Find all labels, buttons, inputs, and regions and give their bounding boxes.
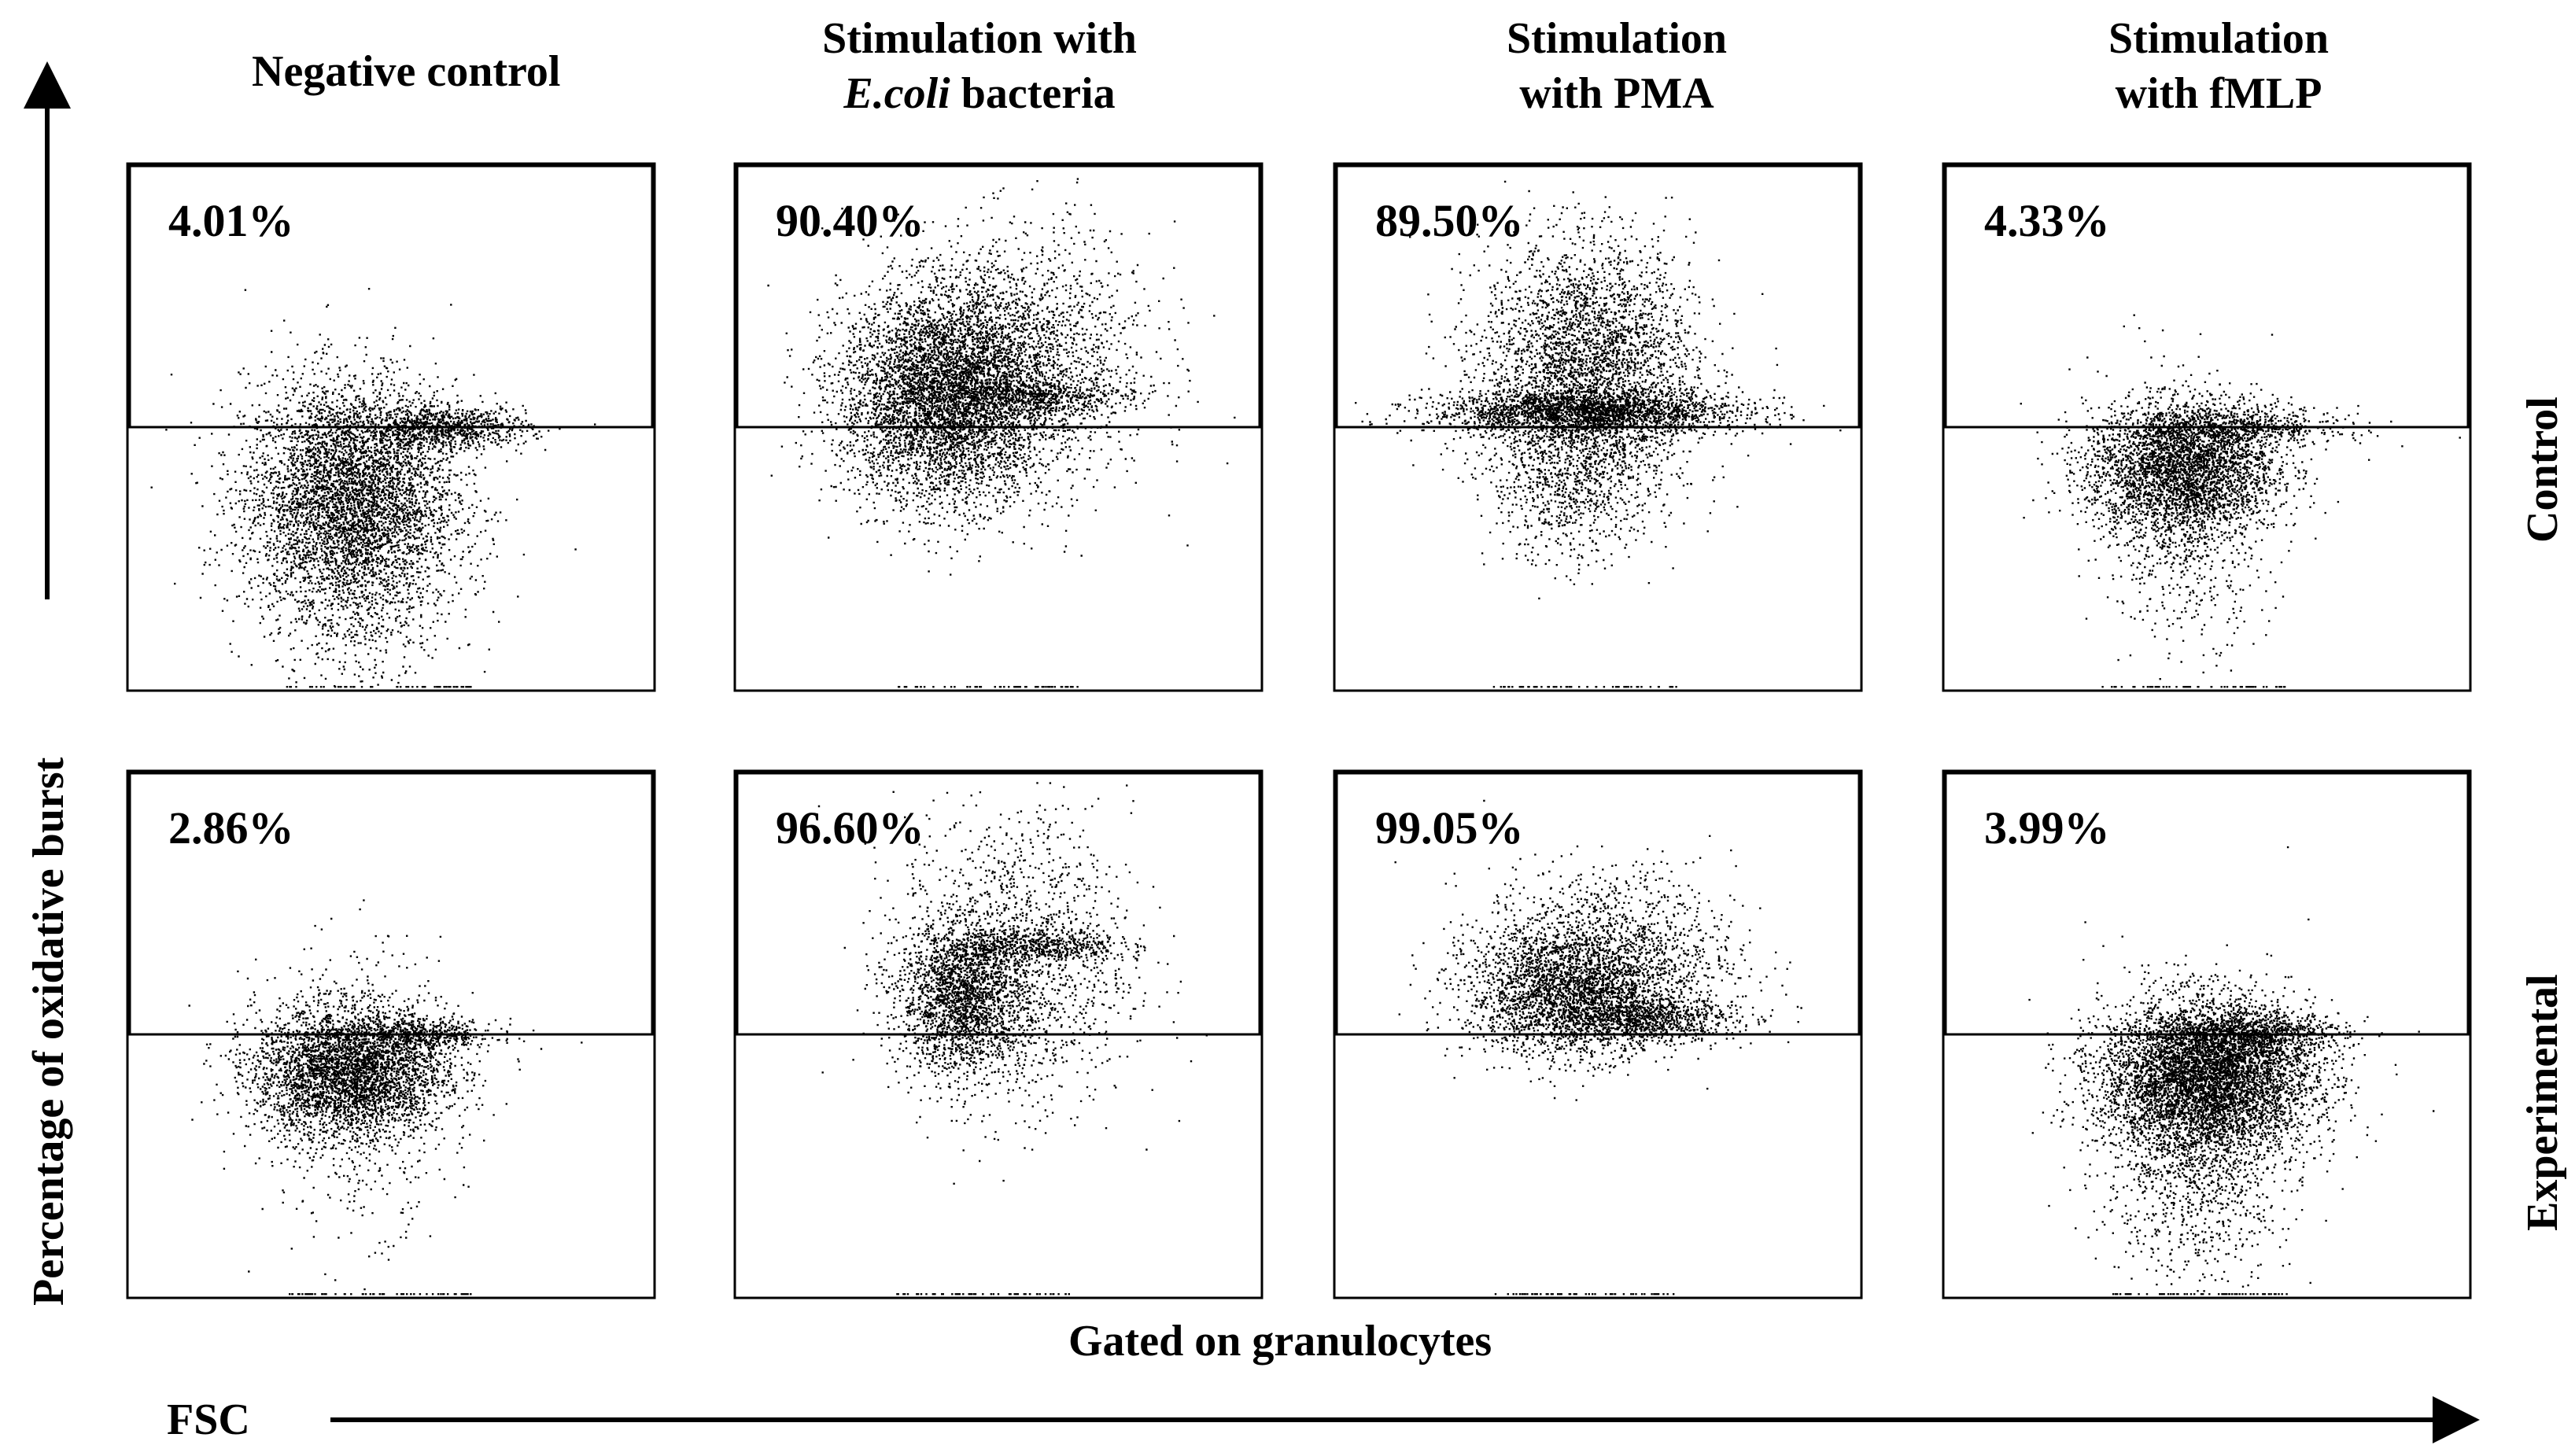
panel-experimental-3: 99.05% [1333,769,1863,1299]
column-title-line: Negative control [252,47,561,96]
column-title-line: Stimulation with [822,14,1137,63]
gate-percentage: 99.05% [1375,802,1524,853]
column-title-line: Stimulation [1506,14,1728,63]
panel-control-3: 89.50% [1333,162,1863,692]
column-title-ecoli: Stimulation with E.coli bacteria [724,11,1235,121]
event-dots [188,899,583,1296]
gate-percentage: 4.33% [1984,195,2110,246]
panel-control-1: 4.01% [126,162,656,692]
panel-experimental-1: 2.86% [126,769,656,1299]
gate-percentage: 2.86% [168,802,294,853]
gate-percentage: 4.01% [168,195,294,246]
gate-percentage: 90.40% [776,195,924,246]
panel-control-2: 90.40% [733,162,1264,692]
column-title-line-2: E.coli bacteria [724,66,1235,121]
gate-percentage: 96.60% [776,802,924,853]
column-title-fmlp: Stimulation with fMLP [1994,11,2443,121]
column-title-line: Stimulation [2108,14,2330,63]
event-dots [767,178,1236,688]
column-title-negative-control: Negative control [252,44,560,99]
column-title-line-2: with fMLP [2115,69,2322,118]
ecoli-italic: E.coli [843,69,950,118]
panel-experimental-2: 96.60% [733,769,1264,1299]
event-dots [150,288,597,688]
panel-experimental-4: 3.99% [1942,769,2472,1299]
gate-percentage: 89.50% [1375,195,1524,246]
panel-control-4: 4.33% [1942,162,2472,692]
gate-box [1335,772,1861,1036]
gate-box [128,772,654,1036]
column-title-pma: Stimulation with PMA [1393,11,1841,121]
column-title-line-2: with PMA [1519,69,1714,118]
bottom-caption: Gated on granulocytes [1068,1317,1492,1366]
ecoli-suffix: bacteria [950,69,1116,118]
x-axis-label: FSC [167,1395,250,1444]
gate-percentage: 3.99% [1984,802,2110,853]
